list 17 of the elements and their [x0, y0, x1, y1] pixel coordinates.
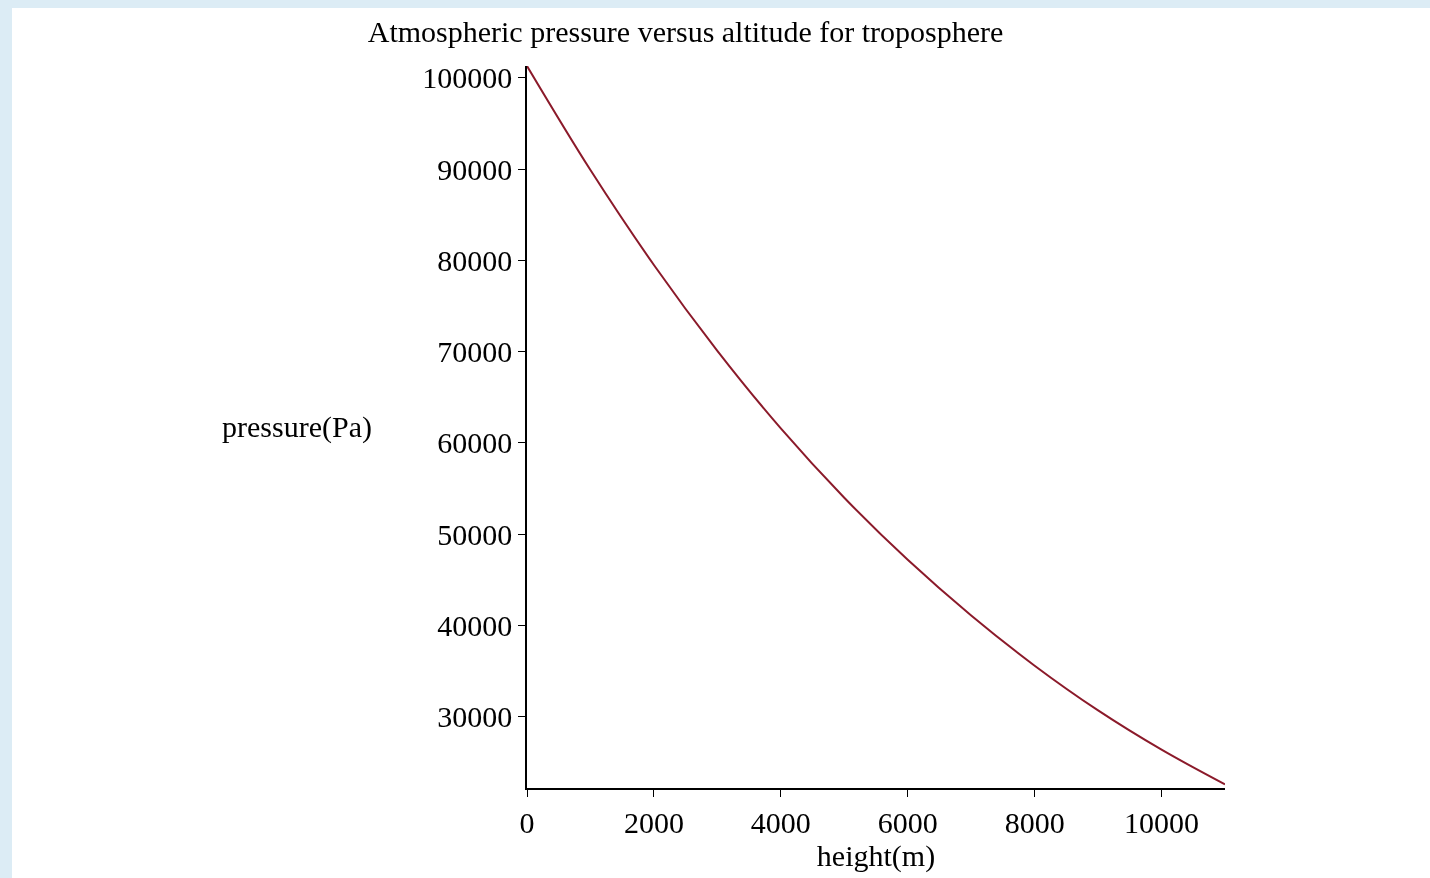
y-tick-label: 80000 [437, 243, 513, 277]
y-axis-title: pressure(Pa) [222, 410, 372, 444]
chart-title: Atmospheric pressure versus altitude for troposphere [367, 15, 1004, 49]
x-tick-label: 2000 [623, 805, 684, 839]
y-tick-label: 50000 [437, 517, 513, 551]
y-tick-label: 90000 [437, 152, 513, 186]
y-tick-label: 70000 [437, 335, 513, 369]
x-tick-label: 8000 [1004, 805, 1065, 839]
y-tick-label: 30000 [437, 700, 513, 734]
x-tick-label: 6000 [877, 805, 938, 839]
y-tick-label: 100000 [422, 61, 513, 95]
x-tick-label: 0 [519, 805, 535, 839]
x-axis-title: height(m) [816, 838, 936, 873]
y-tick-label: 60000 [437, 426, 513, 460]
x-tick-label: 4000 [750, 805, 811, 839]
x-tick-label: 10000 [1124, 805, 1200, 839]
y-tick-label: 40000 [437, 609, 513, 643]
